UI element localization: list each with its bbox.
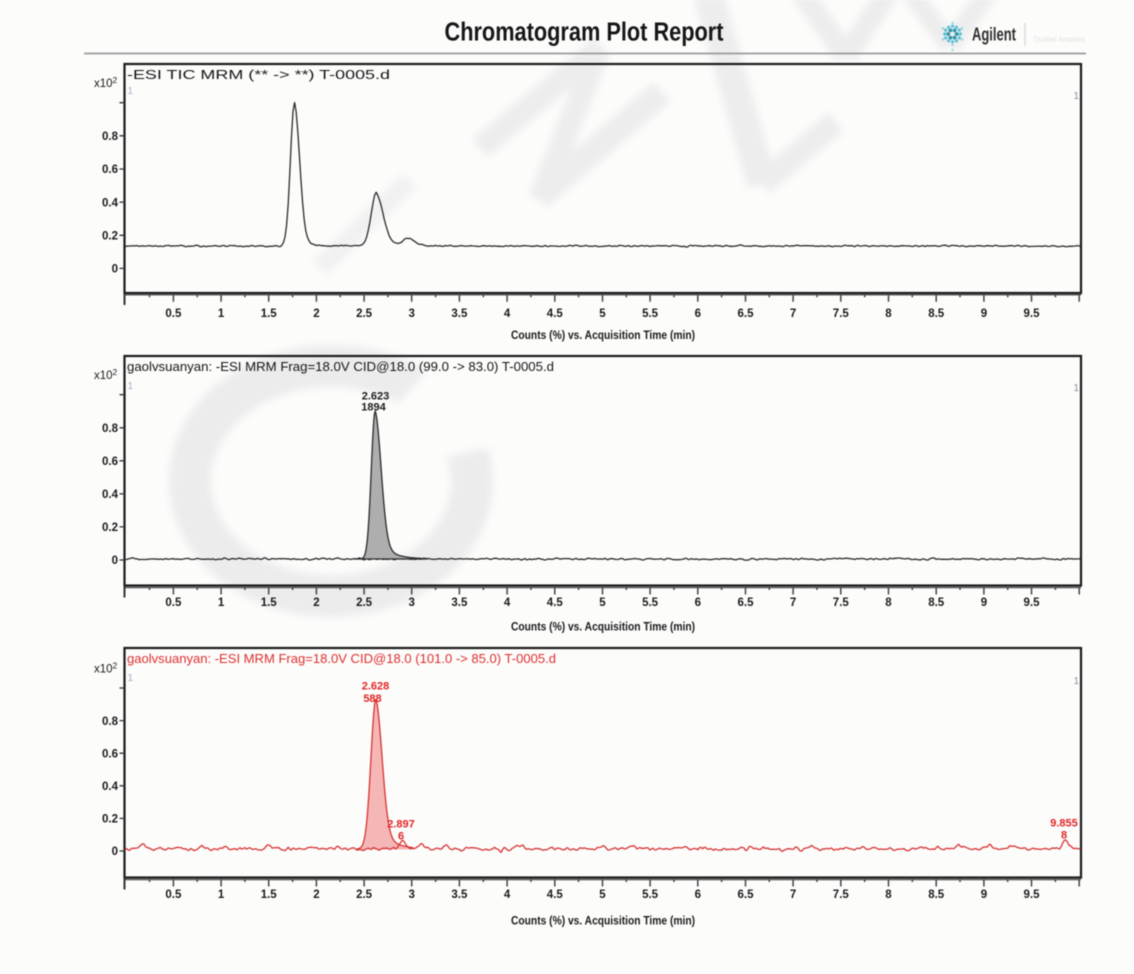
svg-text:0.2: 0.2 bbox=[102, 814, 118, 826]
svg-text:6.5: 6.5 bbox=[738, 597, 755, 609]
svg-text:2: 2 bbox=[313, 308, 319, 320]
svg-text:1: 1 bbox=[1074, 383, 1080, 394]
svg-text:6: 6 bbox=[695, 889, 701, 901]
svg-text:4.5: 4.5 bbox=[547, 597, 564, 609]
svg-text:2: 2 bbox=[313, 889, 319, 901]
svg-text:3: 3 bbox=[408, 597, 414, 609]
svg-text:3: 3 bbox=[408, 308, 414, 320]
svg-text:1: 1 bbox=[1074, 676, 1080, 687]
svg-text:9: 9 bbox=[981, 597, 987, 609]
svg-text:x102: x102 bbox=[94, 367, 118, 382]
svg-text:3.5: 3.5 bbox=[451, 308, 468, 320]
svg-text:6: 6 bbox=[398, 831, 404, 843]
svg-text:Trusted Answers: Trusted Answers bbox=[1033, 34, 1085, 44]
svg-text:2.5: 2.5 bbox=[356, 889, 373, 901]
svg-text:4: 4 bbox=[504, 889, 511, 901]
svg-text:5.5: 5.5 bbox=[642, 308, 659, 320]
svg-text:1: 1 bbox=[1074, 91, 1080, 102]
svg-text:8: 8 bbox=[885, 597, 892, 609]
svg-text:9.5: 9.5 bbox=[1024, 889, 1041, 901]
svg-text:Agilent: Agilent bbox=[972, 25, 1016, 45]
svg-text:0.6: 0.6 bbox=[102, 456, 118, 468]
svg-text:1: 1 bbox=[218, 597, 225, 609]
svg-text:0.4: 0.4 bbox=[102, 781, 119, 793]
svg-text:8.5: 8.5 bbox=[928, 308, 945, 320]
svg-text:9.5: 9.5 bbox=[1024, 597, 1041, 609]
svg-text:0.2: 0.2 bbox=[102, 522, 118, 534]
svg-text:Counts (%) vs. Acquisition Tim: Counts (%) vs. Acquisition Time (min) bbox=[511, 622, 695, 634]
svg-text:9.5: 9.5 bbox=[1024, 308, 1041, 320]
svg-text:6: 6 bbox=[695, 597, 701, 609]
svg-text:0.2: 0.2 bbox=[102, 231, 118, 243]
svg-text:0.6: 0.6 bbox=[102, 164, 118, 176]
svg-text:0.4: 0.4 bbox=[102, 489, 119, 501]
svg-text:-ESI TIC MRM (** -> **) T-0005: -ESI TIC MRM (** -> **) T-0005.d bbox=[127, 67, 390, 82]
svg-text:1: 1 bbox=[128, 86, 134, 97]
svg-text:3.5: 3.5 bbox=[451, 597, 468, 609]
svg-text:1: 1 bbox=[218, 889, 225, 901]
svg-text:7: 7 bbox=[790, 889, 796, 901]
svg-text:0.5: 0.5 bbox=[165, 597, 182, 609]
svg-text:6: 6 bbox=[695, 308, 701, 320]
svg-text:5.5: 5.5 bbox=[642, 889, 659, 901]
svg-text:9: 9 bbox=[981, 889, 987, 901]
svg-text:5: 5 bbox=[599, 597, 606, 609]
svg-text:0.8: 0.8 bbox=[102, 423, 119, 435]
svg-text:2: 2 bbox=[313, 597, 319, 609]
svg-text:0: 0 bbox=[112, 555, 118, 567]
svg-text:4: 4 bbox=[504, 308, 511, 320]
svg-text:5: 5 bbox=[599, 308, 606, 320]
svg-text:0.6: 0.6 bbox=[102, 748, 118, 760]
svg-text:2.628: 2.628 bbox=[362, 681, 390, 693]
svg-text:5.5: 5.5 bbox=[642, 597, 659, 609]
svg-text:0.8: 0.8 bbox=[102, 131, 119, 143]
svg-text:0: 0 bbox=[112, 264, 118, 276]
svg-text:gaolvsuanyan: -ESI MRM Frag=18: gaolvsuanyan: -ESI MRM Frag=18.0V CID@18… bbox=[127, 359, 554, 374]
svg-text:8.5: 8.5 bbox=[928, 889, 945, 901]
svg-text:6.5: 6.5 bbox=[738, 308, 755, 320]
svg-text:1894: 1894 bbox=[361, 402, 386, 414]
svg-text:4: 4 bbox=[504, 597, 511, 609]
svg-text:1.5: 1.5 bbox=[261, 308, 278, 320]
svg-text:0.5: 0.5 bbox=[165, 889, 182, 901]
svg-text:7.5: 7.5 bbox=[833, 308, 850, 320]
svg-text:8: 8 bbox=[1061, 830, 1067, 842]
svg-text:9.855: 9.855 bbox=[1050, 818, 1078, 830]
svg-text:1.5: 1.5 bbox=[261, 597, 278, 609]
svg-text:0.8: 0.8 bbox=[102, 716, 119, 728]
svg-text:7.5: 7.5 bbox=[833, 597, 850, 609]
svg-text:9: 9 bbox=[981, 308, 987, 320]
svg-text:7: 7 bbox=[790, 597, 796, 609]
svg-text:1: 1 bbox=[128, 381, 134, 392]
svg-text:6.5: 6.5 bbox=[738, 889, 755, 901]
svg-text:1: 1 bbox=[128, 673, 134, 684]
svg-text:8: 8 bbox=[885, 889, 892, 901]
svg-text:0: 0 bbox=[112, 846, 118, 858]
svg-text:0.4: 0.4 bbox=[102, 197, 119, 209]
svg-text:1.5: 1.5 bbox=[261, 889, 278, 901]
svg-text:Chromatogram Plot Report: Chromatogram Plot Report bbox=[445, 19, 724, 47]
svg-text:3.5: 3.5 bbox=[451, 889, 468, 901]
svg-text:4.5: 4.5 bbox=[547, 889, 564, 901]
svg-text:2.623: 2.623 bbox=[362, 391, 390, 403]
svg-text:2.5: 2.5 bbox=[356, 308, 373, 320]
svg-text:3: 3 bbox=[408, 889, 414, 901]
svg-text:7: 7 bbox=[790, 308, 796, 320]
svg-text:4.5: 4.5 bbox=[547, 308, 564, 320]
svg-text:gaolvsuanyan: -ESI MRM Frag=18: gaolvsuanyan: -ESI MRM Frag=18.0V CID@18… bbox=[127, 651, 556, 666]
svg-text:588: 588 bbox=[363, 693, 381, 705]
svg-text:7.5: 7.5 bbox=[833, 889, 850, 901]
svg-text:5: 5 bbox=[599, 889, 606, 901]
svg-text:x102: x102 bbox=[94, 661, 118, 676]
svg-text:8: 8 bbox=[885, 308, 892, 320]
svg-text:x102: x102 bbox=[94, 75, 118, 90]
svg-text:0.5: 0.5 bbox=[165, 308, 182, 320]
svg-text:2.5: 2.5 bbox=[356, 597, 373, 609]
svg-text:Counts (%) vs. Acquisition Tim: Counts (%) vs. Acquisition Time (min) bbox=[511, 330, 695, 342]
svg-text:Counts (%) vs. Acquisition Tim: Counts (%) vs. Acquisition Time (min) bbox=[511, 916, 695, 928]
svg-text:8.5: 8.5 bbox=[928, 597, 945, 609]
svg-text:2.897: 2.897 bbox=[387, 819, 415, 831]
svg-text:1: 1 bbox=[218, 308, 225, 320]
